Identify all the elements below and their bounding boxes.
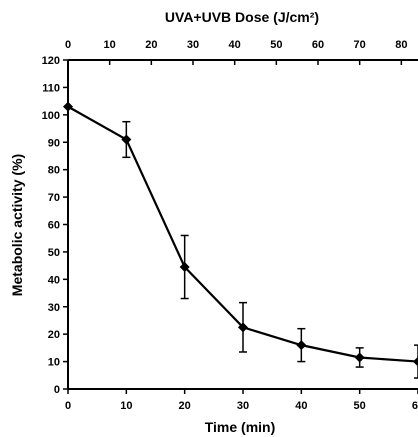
data-point — [121, 134, 132, 145]
top-tick-label: 0 — [65, 39, 71, 51]
data-point — [179, 261, 190, 272]
x-tick-label: 20 — [179, 400, 191, 412]
data-point — [238, 322, 248, 333]
x-axis-title: Time (min) — [205, 419, 276, 435]
y-tick-label: 110 — [42, 82, 60, 94]
data-series — [63, 101, 418, 379]
y-tick-label: 70 — [48, 192, 60, 204]
y-tick-label: 100 — [42, 110, 60, 122]
y-tick-label: 30 — [48, 302, 60, 314]
top-tick-label: 10 — [104, 39, 116, 51]
top-tick-label: 80 — [395, 39, 407, 51]
top-tick-label: 40 — [229, 39, 241, 51]
y-tick-label: 60 — [48, 220, 60, 232]
data-point — [354, 352, 365, 363]
x-tick-label: 0 — [65, 400, 71, 412]
y-tick-label: 10 — [48, 357, 60, 369]
x-tick-label: 30 — [237, 400, 249, 412]
x-tick-label: 50 — [354, 400, 366, 412]
y-tick-label: 80 — [48, 165, 60, 177]
y-tick-label: 90 — [48, 137, 60, 149]
y-tick-label: 120 — [42, 55, 60, 67]
top-axis-title: UVA+UVB Dose (J/cm²) — [165, 9, 319, 25]
x-tick-label: 60 — [412, 400, 418, 412]
data-point — [63, 101, 73, 112]
y-axis-title: Metabolic activity (%) — [9, 154, 25, 296]
y-tick-label: 50 — [48, 247, 60, 259]
top-tick-label: 20 — [145, 39, 157, 51]
top-tick-label: 50 — [270, 39, 282, 51]
top-tick-label: 30 — [187, 39, 199, 51]
y-tick-label: 0 — [54, 384, 60, 396]
y-tick-label: 20 — [48, 329, 60, 341]
x-tick-label: 40 — [295, 400, 307, 412]
data-point — [413, 356, 418, 367]
y-tick-label: 40 — [48, 274, 60, 286]
data-point — [296, 340, 307, 351]
top-tick-label: 70 — [354, 39, 366, 51]
x-tick-label: 10 — [120, 400, 132, 412]
top-tick-label: 60 — [312, 39, 324, 51]
